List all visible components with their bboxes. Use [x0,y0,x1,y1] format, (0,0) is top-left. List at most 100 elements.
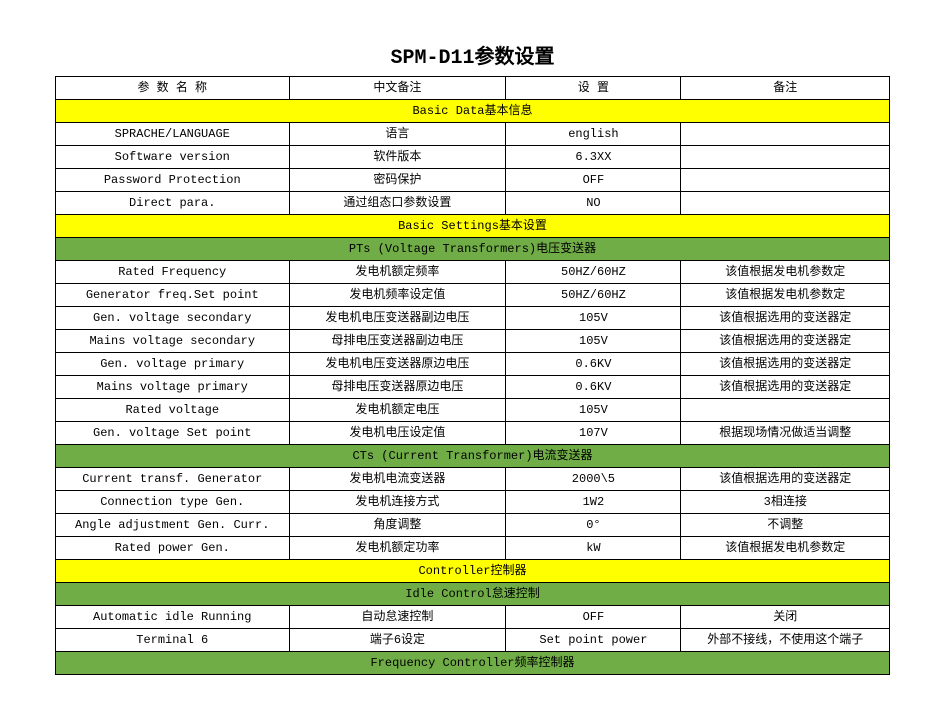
table-row: Rated Frequency发电机额定频率50HZ/60HZ该值根据发电机参数… [56,261,890,284]
page-title: SPM-D11参数设置 [55,40,890,70]
table-row: Password Protection密码保护OFF [56,169,890,192]
column-header: 备注 [681,77,890,100]
param-remark: 该值根据发电机参数定 [681,537,890,560]
param-remark: 3相连接 [681,491,890,514]
param-value: 105V [506,399,681,422]
table-row: Gen. voltage primary发电机电压变送器原边电压0.6KV该值根… [56,353,890,376]
param-name: Rated voltage [56,399,290,422]
param-value: OFF [506,169,681,192]
param-chinese: 发电机电压设定值 [289,422,506,445]
section-row: Frequency Controller频率控制器 [56,652,890,675]
table-row: Mains voltage primary母排电压变送器原边电压0.6KV该值根… [56,376,890,399]
param-chinese: 端子6设定 [289,629,506,652]
param-remark: 该值根据发电机参数定 [681,284,890,307]
column-header: 中文备注 [289,77,506,100]
param-remark: 该值根据选用的变送器定 [681,307,890,330]
section-label: Idle Control怠速控制 [56,583,890,606]
param-chinese: 母排电压变送器副边电压 [289,330,506,353]
param-value: 0° [506,514,681,537]
param-chinese: 自动怠速控制 [289,606,506,629]
param-value: 107V [506,422,681,445]
param-value: 1W2 [506,491,681,514]
param-name: Password Protection [56,169,290,192]
param-chinese: 发电机额定电压 [289,399,506,422]
table-row: Rated power Gen.发电机额定功率kW该值根据发电机参数定 [56,537,890,560]
param-name: Rated Frequency [56,261,290,284]
table-header-row: 参 数 名 称中文备注设 置备注 [56,77,890,100]
param-value: 50HZ/60HZ [506,261,681,284]
param-name: Angle adjustment Gen. Curr. [56,514,290,537]
section-row: CTs (Current Transformer)电流变送器 [56,445,890,468]
table-row: SPRACHE/LANGUAGE语言english [56,123,890,146]
param-name: Current transf. Generator [56,468,290,491]
param-name: Gen. voltage secondary [56,307,290,330]
table-row: Connection type Gen.发电机连接方式1W23相连接 [56,491,890,514]
param-chinese: 发电机频率设定值 [289,284,506,307]
column-header: 设 置 [506,77,681,100]
table-row: Direct para.通过组态口参数设置NO [56,192,890,215]
param-remark: 根据现场情况做适当调整 [681,422,890,445]
param-value: kW [506,537,681,560]
param-remark: 外部不接线，不使用这个端子 [681,629,890,652]
param-remark: 该值根据选用的变送器定 [681,330,890,353]
params-table: 参 数 名 称中文备注设 置备注Basic Data基本信息SPRACHE/LA… [55,76,890,675]
param-chinese: 角度调整 [289,514,506,537]
table-row: Angle adjustment Gen. Curr.角度调整0°不调整 [56,514,890,537]
param-remark [681,146,890,169]
column-header: 参 数 名 称 [56,77,290,100]
param-value: 105V [506,307,681,330]
param-chinese: 发电机电流变送器 [289,468,506,491]
param-chinese: 发电机额定功率 [289,537,506,560]
param-chinese: 密码保护 [289,169,506,192]
table-row: Terminal 6端子6设定Set point power外部不接线，不使用这… [56,629,890,652]
param-remark: 该值根据选用的变送器定 [681,353,890,376]
param-chinese: 发电机连接方式 [289,491,506,514]
param-chinese: 发电机电压变送器副边电压 [289,307,506,330]
section-row: PTs (Voltage Transformers)电压变送器 [56,238,890,261]
param-name: Generator freq.Set point [56,284,290,307]
section-label: Basic Data基本信息 [56,100,890,123]
table-row: Gen. voltage Set point发电机电压设定值107V根据现场情况… [56,422,890,445]
param-value: OFF [506,606,681,629]
param-remark: 该值根据选用的变送器定 [681,468,890,491]
param-remark [681,169,890,192]
param-name: SPRACHE/LANGUAGE [56,123,290,146]
param-name: Gen. voltage Set point [56,422,290,445]
section-row: Basic Data基本信息 [56,100,890,123]
param-value: english [506,123,681,146]
param-name: Direct para. [56,192,290,215]
table-row: Rated voltage发电机额定电压105V [56,399,890,422]
section-row: Idle Control怠速控制 [56,583,890,606]
section-label: CTs (Current Transformer)电流变送器 [56,445,890,468]
table-row: Gen. voltage secondary发电机电压变送器副边电压105V该值… [56,307,890,330]
param-remark: 该值根据选用的变送器定 [681,376,890,399]
table-row: Automatic idle Running自动怠速控制OFF关闭 [56,606,890,629]
table-row: Generator freq.Set point发电机频率设定值50HZ/60H… [56,284,890,307]
param-name: Gen. voltage primary [56,353,290,376]
param-value: 50HZ/60HZ [506,284,681,307]
param-remark [681,123,890,146]
param-chinese: 语言 [289,123,506,146]
param-remark: 该值根据发电机参数定 [681,261,890,284]
section-row: Controller控制器 [56,560,890,583]
param-chinese: 通过组态口参数设置 [289,192,506,215]
param-value: 6.3XX [506,146,681,169]
param-name: Rated power Gen. [56,537,290,560]
param-name: Connection type Gen. [56,491,290,514]
param-name: Mains voltage secondary [56,330,290,353]
param-value: 105V [506,330,681,353]
param-value: 2000\5 [506,468,681,491]
section-label: PTs (Voltage Transformers)电压变送器 [56,238,890,261]
param-value: Set point power [506,629,681,652]
param-name: Automatic idle Running [56,606,290,629]
section-label: Controller控制器 [56,560,890,583]
param-chinese: 发电机电压变送器原边电压 [289,353,506,376]
param-remark: 不调整 [681,514,890,537]
param-value: NO [506,192,681,215]
param-chinese: 软件版本 [289,146,506,169]
param-remark [681,399,890,422]
param-name: Mains voltage primary [56,376,290,399]
param-chinese: 母排电压变送器原边电压 [289,376,506,399]
table-row: Current transf. Generator发电机电流变送器2000\5该… [56,468,890,491]
section-row: Basic Settings基本设置 [56,215,890,238]
